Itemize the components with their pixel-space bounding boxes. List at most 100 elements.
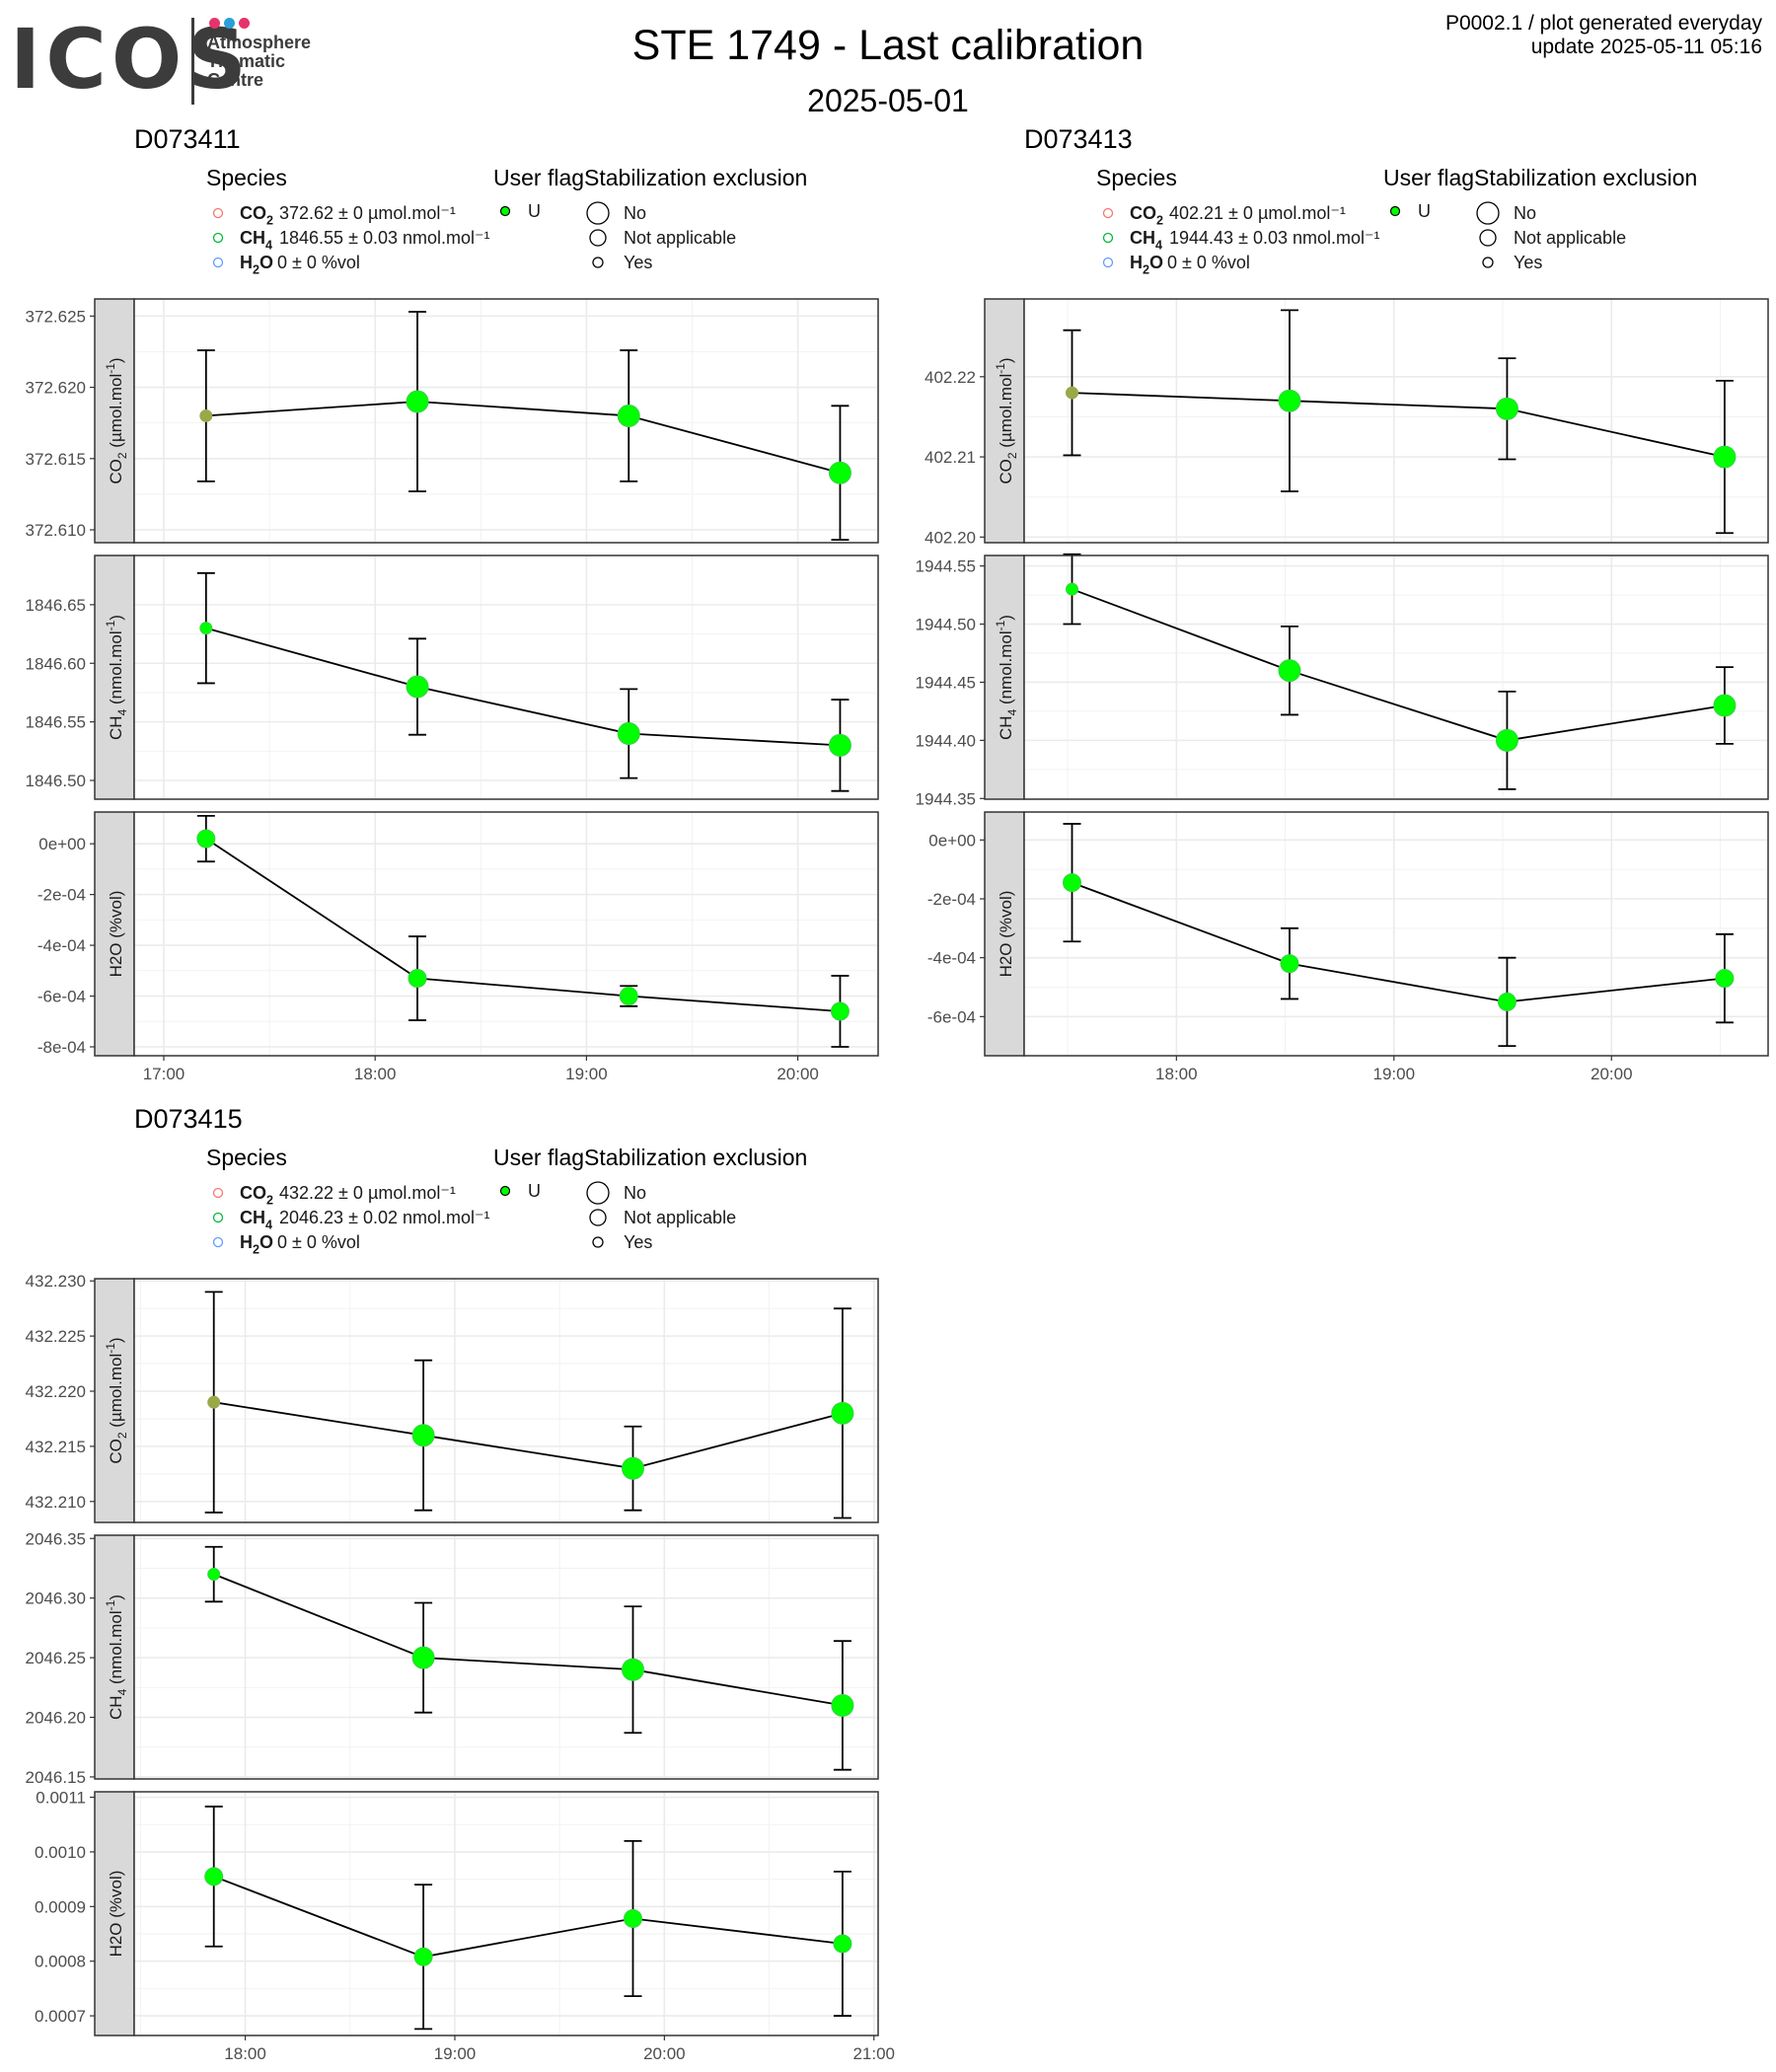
- legend-species-value: 2046.23 ± 0.02 nmol.mol⁻¹: [279, 1208, 490, 1227]
- chart-title: D073411: [134, 124, 241, 154]
- species-name: CH4: [240, 228, 272, 252]
- data-point: [621, 1456, 644, 1480]
- species-subscript: 4: [265, 1218, 272, 1231]
- legend-title-stabilization: Stabilization exclusion: [584, 1145, 807, 1170]
- y-tick-label: -2e-04: [927, 890, 976, 909]
- axis-label-subscript: 2: [115, 1432, 129, 1439]
- axis-label: H2O (%vol): [997, 891, 1015, 978]
- axis-label: CH4 (nmol.mol-1): [994, 615, 1019, 740]
- axis-label-close: ): [107, 357, 125, 363]
- legend-stab-key: [589, 229, 607, 247]
- x-tick-label: 20:00: [643, 2044, 686, 2063]
- data-point: [617, 722, 640, 745]
- legend-species-value: 0 ± 0 %vol: [277, 1232, 360, 1252]
- data-point: [623, 1908, 642, 1928]
- x-tick-label: 18:00: [224, 2044, 266, 2063]
- axis-label-unit: (nmol.mol: [997, 630, 1015, 708]
- logo-wordmark: ICOS: [10, 11, 252, 108]
- panel-strip: [94, 298, 135, 544]
- axis-label-base: CH: [107, 715, 125, 740]
- x-tick-label: 20:00: [1591, 1065, 1633, 1083]
- legend-title-species: Species: [206, 165, 287, 190]
- y-tick-label: 1944.40: [916, 731, 976, 750]
- chart-title: D073415: [134, 1104, 243, 1134]
- panel-background: [1024, 812, 1768, 1056]
- axis-label-group: CO2 (µmol.mol-1): [104, 1337, 129, 1463]
- axis-label-base: CO: [107, 1439, 125, 1464]
- axis-label-subscript: 4: [1005, 708, 1019, 715]
- logo-dots: [209, 16, 254, 29]
- logo-dot: [239, 18, 250, 29]
- axis-label-close: ): [997, 615, 1015, 621]
- y-tick-label: -6e-04: [37, 988, 86, 1006]
- species-name: CO2: [1130, 203, 1163, 227]
- legend-userflag-label: U: [528, 1181, 541, 1201]
- panel-border: [133, 555, 879, 800]
- data-point: [1715, 969, 1735, 989]
- axis-label: CH4 (nmol.mol-1): [104, 1594, 129, 1720]
- axis-label: H2O (%vol): [107, 891, 125, 978]
- data-point: [207, 1568, 221, 1582]
- axis-label-superscript: -1: [104, 620, 117, 630]
- species-name: H2O: [1130, 253, 1163, 276]
- data-point: [1280, 954, 1299, 974]
- y-tick-label: -4e-04: [37, 936, 86, 955]
- y-tick-label: 2046.35: [26, 1529, 86, 1548]
- legend-species-value: 372.62 ± 0 µmol.mol⁻¹: [279, 203, 456, 223]
- legend-title-species: Species: [206, 1145, 287, 1170]
- panel-border: [133, 1791, 879, 2036]
- y-tick-label: 402.22: [925, 368, 976, 387]
- series-line: [205, 838, 841, 1012]
- y-tick-label: 1944.50: [916, 616, 976, 634]
- species-subscript: 4: [265, 238, 272, 252]
- data-point: [406, 390, 429, 413]
- logo-subtitle: Atmosphere Thematic Centre: [207, 34, 311, 90]
- legend-stab-label: No: [1514, 203, 1536, 223]
- x-tick-label: 20:00: [777, 1065, 819, 1083]
- data-point: [199, 622, 213, 635]
- page-title: STE 1749 - Last calibration: [631, 22, 1145, 69]
- plot-id-line: P0002.1 / plot generated everyday: [1444, 12, 1762, 35]
- x-tick-label: 17:00: [143, 1065, 185, 1083]
- legend-stab-label: Not applicable: [624, 228, 736, 248]
- axis-label-close: ): [107, 1337, 125, 1343]
- y-tick-label: 0.0007: [35, 2007, 86, 2026]
- panel-border: [133, 811, 879, 1057]
- data-point: [830, 1001, 850, 1021]
- x-tick-label: 18:00: [1155, 1065, 1198, 1083]
- panel-border: [133, 298, 879, 544]
- y-tick-label: 1944.55: [916, 557, 976, 576]
- data-point: [1495, 728, 1518, 752]
- legend-stab-key: [1479, 229, 1497, 247]
- axis-label-superscript: -1: [104, 1343, 117, 1354]
- axis-label-base: CO: [997, 459, 1015, 484]
- species-name: H2O: [240, 1232, 273, 1256]
- axis-label-group: H2O (%vol): [107, 1871, 125, 1958]
- y-tick-label: 432.210: [26, 1493, 86, 1512]
- axis-label: H2O (%vol): [107, 1871, 125, 1958]
- axis-label-unit: (µmol.mol: [107, 1354, 125, 1433]
- axis-label-superscript: -1: [994, 620, 1007, 630]
- logo-subtitle-line: Centre: [207, 70, 264, 90]
- data-point: [199, 408, 213, 422]
- species-name: CO2: [240, 1183, 273, 1207]
- legend-stab-key: [589, 1209, 607, 1226]
- data-point: [621, 1658, 644, 1681]
- x-tick-label: 21:00: [852, 2044, 895, 2063]
- y-tick-label: -8e-04: [37, 1038, 86, 1057]
- species-subscript: 2: [1143, 262, 1149, 276]
- panel-strip: [94, 811, 135, 1057]
- data-point: [411, 1646, 435, 1669]
- legend-species-key: [1102, 207, 1114, 219]
- legend-stab-key: [586, 1181, 610, 1205]
- species-subscript: 4: [1155, 238, 1162, 252]
- species-name: CO2: [240, 203, 273, 227]
- data-point: [1063, 873, 1082, 893]
- y-tick-label: 0.0008: [35, 1953, 86, 1971]
- y-tick-label: 1846.60: [26, 654, 86, 673]
- legend-species-key: [212, 1212, 224, 1223]
- species-name: CH4: [240, 1208, 272, 1231]
- legend-stab-key: [1482, 257, 1494, 268]
- species-rest: O: [1149, 253, 1163, 272]
